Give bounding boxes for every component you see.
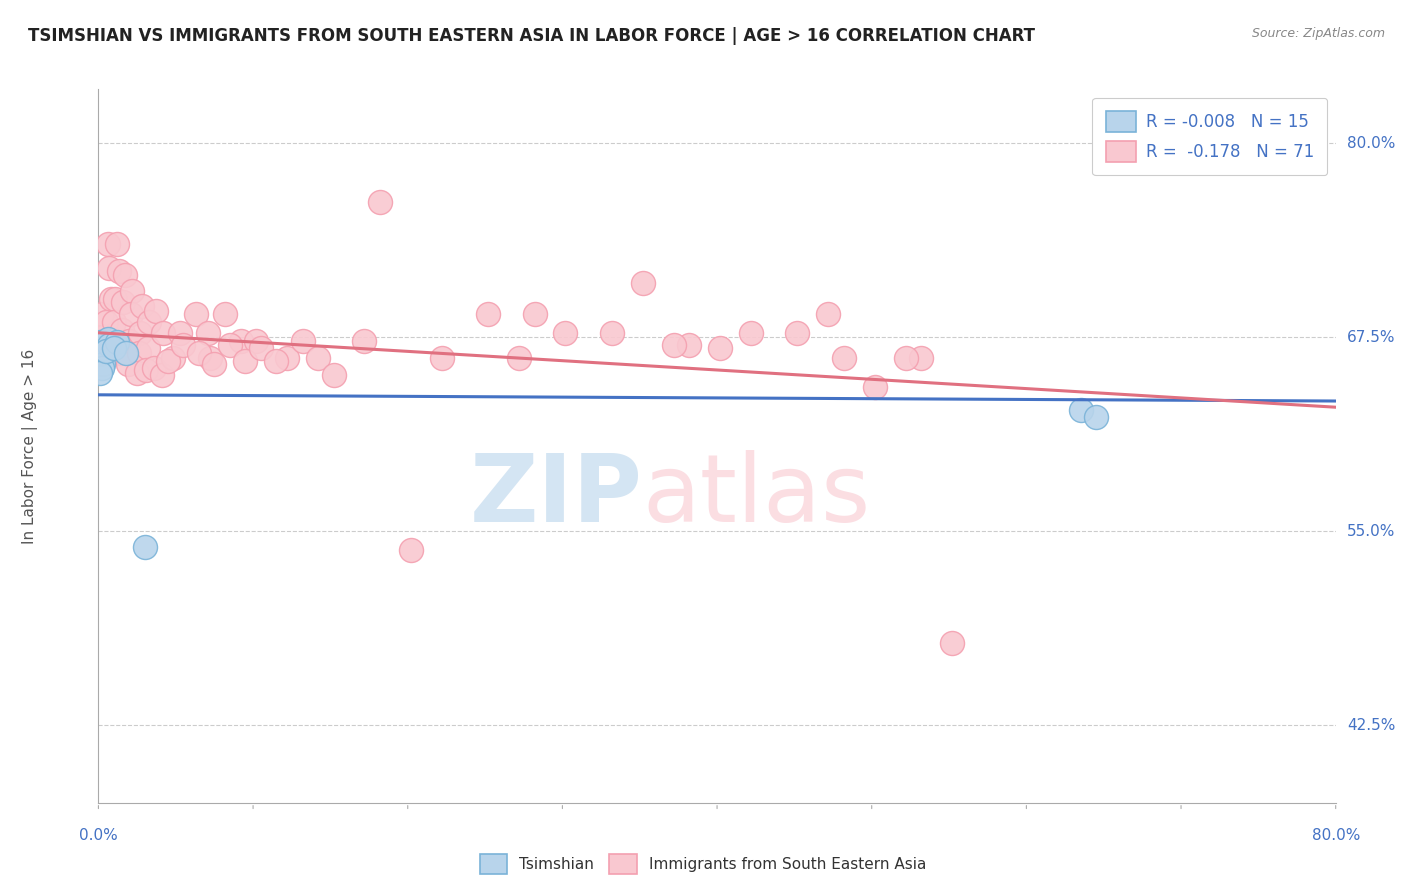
Point (105, 334, 128, 349)
Point (197, 326, 219, 340)
Point (89, 347, 111, 361)
Point (89, 366, 111, 380)
Point (523, 307, 546, 321)
Point (204, 357, 226, 371)
Point (1085, 409, 1108, 424)
Point (103, 315, 125, 329)
Point (162, 351, 184, 365)
Point (399, 543, 422, 558)
Point (169, 326, 191, 340)
Point (508, 351, 530, 365)
Point (104, 292, 127, 306)
Point (89, 334, 111, 349)
Point (121, 284, 143, 298)
Text: ZIP: ZIP (470, 450, 643, 542)
Point (264, 353, 288, 368)
Point (143, 361, 166, 376)
Text: Source: ZipAtlas.com: Source: ZipAtlas.com (1251, 27, 1385, 40)
Point (662, 338, 685, 352)
Point (117, 357, 139, 371)
Point (131, 299, 153, 313)
Point (250, 341, 273, 355)
Point (107, 263, 129, 277)
Point (111, 323, 132, 337)
Point (233, 353, 257, 368)
Point (307, 351, 329, 365)
Point (678, 338, 700, 352)
Point (98, 338, 121, 352)
Text: 67.5%: 67.5% (1347, 330, 1395, 345)
Legend: R = -0.008   N = 15, R =  -0.178   N = 71: R = -0.008 N = 15, R = -0.178 N = 71 (1092, 97, 1327, 176)
Point (229, 334, 252, 348)
Point (322, 368, 344, 382)
Text: TSIMSHIAN VS IMMIGRANTS FROM SOUTH EASTERN ASIA IN LABOR FORCE | AGE > 16 CORREL: TSIMSHIAN VS IMMIGRANTS FROM SOUTH EASTE… (28, 27, 1035, 45)
Point (91, 357, 114, 371)
Point (1069, 403, 1091, 417)
Text: atlas: atlas (643, 450, 872, 542)
Point (90, 307, 112, 321)
Point (91, 330, 114, 344)
Point (114, 268, 136, 283)
Text: 0.0%: 0.0% (79, 828, 118, 843)
Text: 42.5%: 42.5% (1347, 718, 1395, 732)
Point (90, 341, 112, 355)
Point (105, 237, 128, 252)
Point (115, 346, 138, 360)
Point (96, 344, 118, 359)
Point (150, 368, 173, 382)
Point (112, 294, 135, 309)
Point (245, 334, 267, 348)
Legend: Tsimshian, Immigrants from South Eastern Asia: Tsimshian, Immigrants from South Eastern… (474, 848, 932, 880)
Point (89, 346, 111, 360)
Point (127, 366, 149, 380)
Point (709, 341, 731, 355)
Point (600, 326, 623, 340)
Point (129, 326, 152, 340)
Point (134, 540, 156, 554)
Point (353, 334, 375, 348)
Point (941, 636, 963, 650)
Text: 80.0%: 80.0% (1312, 828, 1360, 843)
Point (832, 351, 855, 365)
Point (98, 260, 121, 275)
Point (108, 346, 131, 360)
Point (118, 334, 141, 348)
Point (894, 351, 917, 365)
Point (120, 307, 142, 321)
Point (817, 307, 839, 321)
Point (214, 307, 236, 321)
Point (291, 334, 314, 348)
Point (172, 338, 194, 352)
Point (103, 341, 125, 355)
Point (477, 307, 499, 321)
Point (138, 315, 160, 329)
Point (100, 292, 122, 306)
Point (145, 304, 167, 318)
Point (740, 326, 762, 340)
Point (430, 351, 453, 365)
Point (863, 380, 886, 394)
Point (136, 341, 159, 355)
Point (97, 332, 120, 346)
Point (184, 307, 207, 321)
Point (368, 195, 391, 210)
Point (219, 338, 242, 352)
Point (910, 351, 932, 365)
Point (96, 315, 118, 329)
Text: In Labor Force | Age > 16: In Labor Force | Age > 16 (22, 349, 38, 543)
Point (97, 237, 120, 252)
Point (786, 326, 808, 340)
Point (135, 363, 157, 377)
Point (276, 351, 298, 365)
Text: 80.0%: 80.0% (1347, 136, 1395, 151)
Point (188, 346, 211, 360)
Text: 55.0%: 55.0% (1347, 524, 1395, 539)
Point (157, 353, 180, 368)
Point (152, 326, 174, 340)
Point (198, 351, 221, 365)
Point (631, 276, 654, 290)
Point (128, 346, 150, 360)
Point (554, 326, 576, 340)
Point (90, 361, 112, 376)
